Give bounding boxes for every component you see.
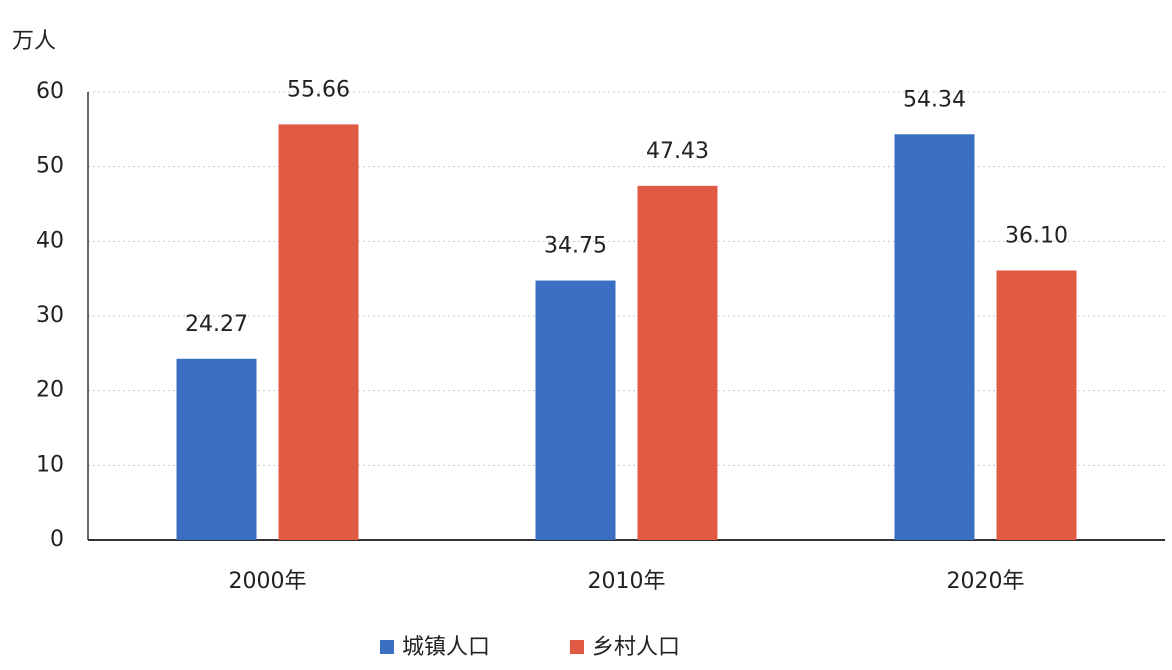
legend-swatch	[570, 640, 584, 654]
y-tick-label: 40	[36, 228, 64, 253]
legend-label: 乡村人口	[592, 635, 680, 660]
y-tick-label: 10	[36, 452, 64, 477]
data-label: 54.34	[903, 87, 966, 112]
data-label: 24.27	[185, 312, 248, 337]
y-tick-label: 0	[50, 527, 64, 552]
y-tick-label: 50	[36, 154, 64, 179]
legend-label: 城镇人口	[402, 635, 490, 660]
x-tick-label: 2000年	[229, 569, 307, 594]
bar	[278, 124, 359, 540]
x-tick-label: 2020年	[947, 569, 1025, 594]
bar	[637, 185, 718, 540]
y-axis-label: 万人	[12, 29, 56, 54]
bar	[996, 270, 1077, 540]
y-tick-label: 30	[36, 303, 64, 328]
data-label: 36.10	[1005, 223, 1068, 248]
legend-swatch	[380, 640, 394, 654]
y-tick-label: 60	[36, 79, 64, 104]
bar	[176, 358, 257, 540]
data-label: 34.75	[544, 234, 607, 259]
data-label: 47.43	[646, 139, 709, 164]
bar	[535, 280, 616, 540]
data-label: 55.66	[287, 77, 350, 102]
bar	[894, 134, 975, 540]
y-tick-label: 20	[36, 378, 64, 403]
x-tick-label: 2010年	[588, 569, 666, 594]
